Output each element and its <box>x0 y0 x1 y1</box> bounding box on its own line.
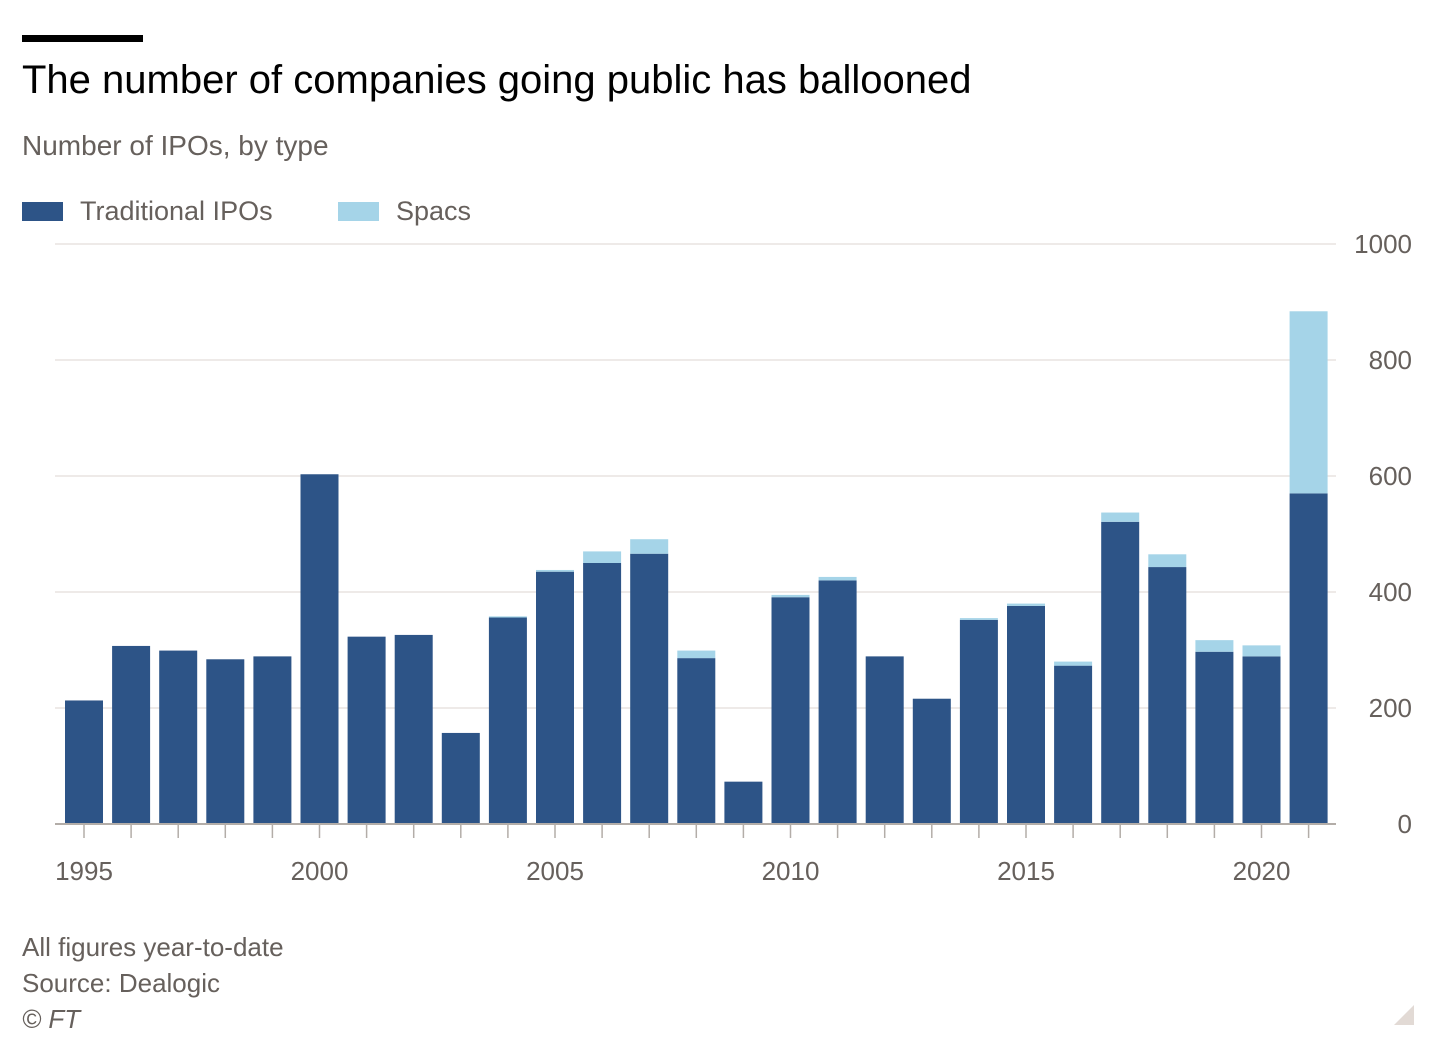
x-tick-label: 2005 <box>526 856 584 886</box>
x-tick-label: 2015 <box>997 856 1055 886</box>
bar-traditional-ipos <box>441 732 480 824</box>
bar-spacs <box>677 650 716 659</box>
bar-traditional-ipos <box>159 650 198 824</box>
bar-spacs <box>1242 645 1281 657</box>
x-tick-label: 2000 <box>291 856 349 886</box>
bar-traditional-ipos <box>583 563 622 824</box>
bar-traditional-ipos <box>112 645 151 824</box>
legend-swatch-traditional-ipos <box>22 202 63 221</box>
bar-traditional-ipos <box>677 658 716 824</box>
y-tick-label: 400 <box>1369 577 1412 607</box>
bar-traditional-ipos <box>347 636 386 824</box>
bar-chart: 0 200 400 600 800 1000 1995 2000 2005 2010 2015 202… <box>55 229 1412 886</box>
bar-traditional-ipos <box>1195 651 1234 824</box>
bar-spacs <box>1289 311 1328 494</box>
bar-traditional-ipos <box>1242 656 1281 824</box>
bar-spacs <box>1195 640 1234 652</box>
resize-corner-icon <box>1394 1005 1414 1025</box>
bar-traditional-ipos <box>1101 521 1140 824</box>
legend-item-traditional-ipos: Traditional IPOs <box>22 196 273 227</box>
x-tick-label: 2010 <box>762 856 820 886</box>
bar-traditional-ipos <box>818 580 857 824</box>
legend-label-traditional-ipos: Traditional IPOs <box>80 196 273 226</box>
bar-traditional-ipos <box>65 700 103 824</box>
y-tick-label: 200 <box>1369 693 1412 723</box>
footer-source: Source: Dealogic <box>22 968 220 998</box>
bar-spacs <box>1101 512 1140 522</box>
bar-traditional-ipos <box>488 617 527 824</box>
bar-spacs <box>959 618 998 620</box>
bar-traditional-ipos <box>1148 567 1187 824</box>
footer-copyright: © FT <box>22 1004 81 1034</box>
header-rule <box>22 35 143 42</box>
bar-spacs <box>583 551 622 563</box>
bar-traditional-ipos <box>253 656 292 824</box>
legend-label-spacs: Spacs <box>396 196 472 226</box>
x-tick-label: 2020 <box>1233 856 1291 886</box>
x-tick-label: 1995 <box>55 856 113 886</box>
bar-spacs <box>630 539 669 554</box>
chart-subtitle: Number of IPOs, by type <box>22 130 329 161</box>
bar-traditional-ipos <box>1054 665 1093 824</box>
bar-traditional-ipos <box>1007 605 1045 824</box>
bar-spacs <box>818 576 857 581</box>
bar-spacs <box>1054 661 1093 666</box>
legend-item-spacs: Spacs <box>338 196 471 227</box>
chart-title: The number of companies going public has… <box>22 58 972 102</box>
y-tick-label: 800 <box>1369 345 1412 375</box>
bar-spacs <box>1148 554 1187 568</box>
bar-traditional-ipos <box>959 619 998 824</box>
bar-spacs <box>488 616 527 618</box>
bar-traditional-ipos <box>771 597 810 824</box>
y-tick-label: 0 <box>1398 809 1412 839</box>
legend-swatch-spacs <box>338 202 379 221</box>
bar-traditional-ipos <box>536 571 574 824</box>
bar-traditional-ipos <box>630 553 669 824</box>
bar-spacs <box>771 594 810 598</box>
bar-traditional-ipos <box>865 656 904 824</box>
bar-traditional-ipos <box>394 634 433 824</box>
y-tick-label: 600 <box>1369 461 1412 491</box>
bar-traditional-ipos <box>300 474 339 824</box>
bar-traditional-ipos <box>912 698 951 824</box>
bar-traditional-ipos <box>724 781 763 824</box>
bar-spacs <box>1007 603 1045 606</box>
bar-spacs <box>536 569 574 572</box>
bar-traditional-ipos <box>1289 493 1328 824</box>
footer-note: All figures year-to-date <box>22 932 284 962</box>
bar-traditional-ipos <box>206 659 245 824</box>
y-tick-label: 1000 <box>1354 229 1412 259</box>
